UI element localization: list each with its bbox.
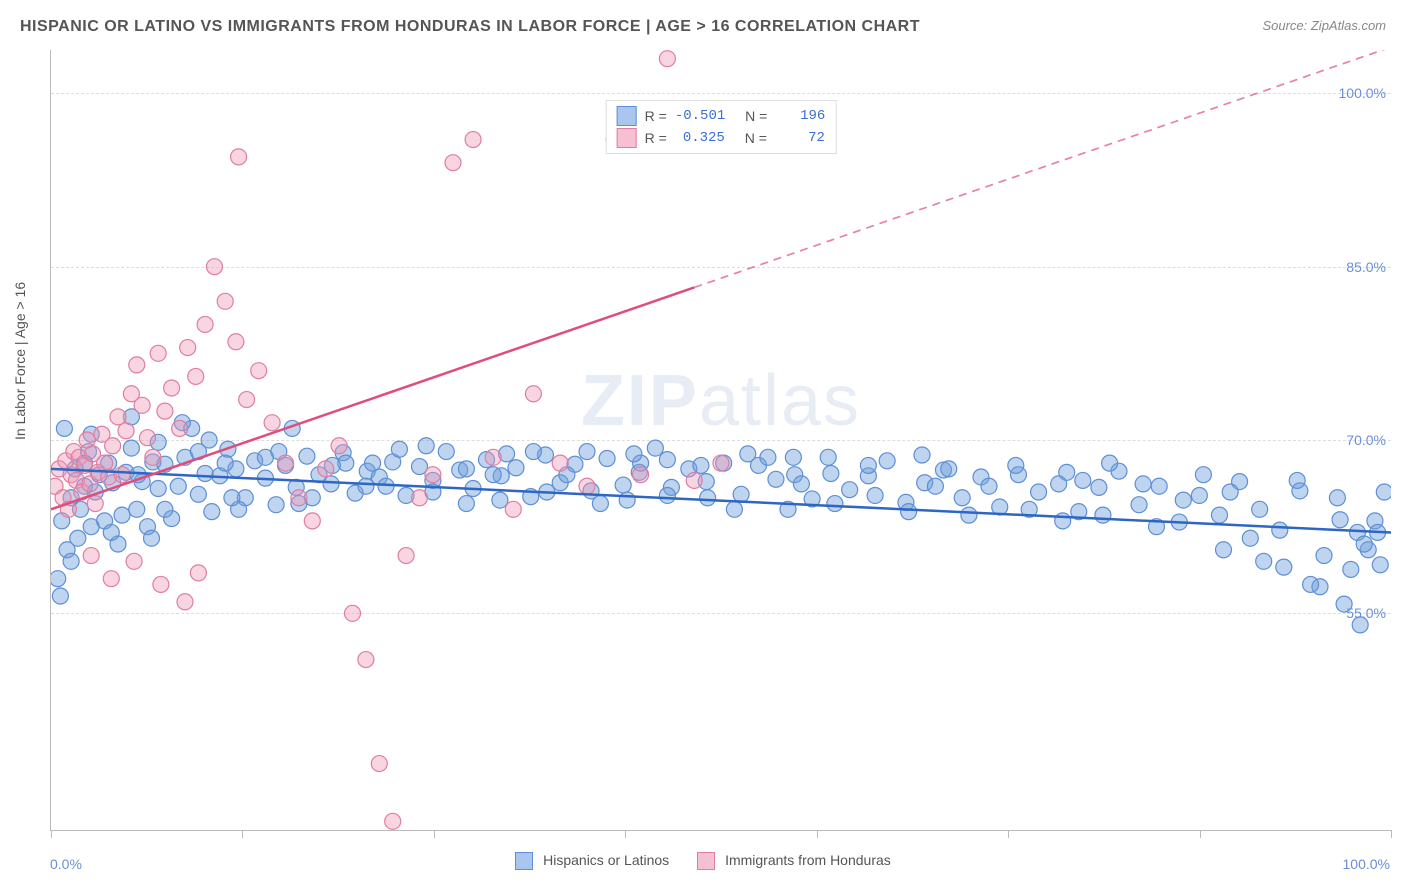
legend-item-blue: Hispanics or Latinos (515, 852, 669, 884)
swatch-blue (617, 106, 637, 126)
series-legend: Hispanics or Latinos Immigrants from Hon… (0, 852, 1406, 884)
swatch-pink (697, 852, 715, 870)
swatch-pink (617, 128, 637, 148)
source-attribution: Source: ZipAtlas.com (1262, 18, 1386, 33)
plot-area: ZIPatlas R = -0.501 N = 196 R = 0.325 N … (50, 50, 1391, 831)
chart-title: HISPANIC OR LATINO VS IMMIGRANTS FROM HO… (20, 18, 920, 36)
legend-item-pink: Immigrants from Honduras (697, 852, 891, 884)
n-label: N = (745, 105, 767, 127)
correlation-row-pink: R = 0.325 N = 72 (617, 127, 826, 149)
correlation-legend: R = -0.501 N = 196 R = 0.325 N = 72 (606, 100, 837, 154)
n-value: 72 (775, 127, 825, 149)
y-axis-label: In Labor Force | Age > 16 (12, 282, 28, 440)
legend-label: Hispanics or Latinos (543, 852, 669, 868)
n-label: N = (745, 127, 767, 149)
legend-label: Immigrants from Honduras (725, 852, 891, 868)
r-value: -0.501 (675, 105, 725, 127)
scatter-svg (51, 50, 1391, 830)
n-value: 196 (775, 105, 825, 127)
chart-container: HISPANIC OR LATINO VS IMMIGRANTS FROM HO… (0, 0, 1406, 892)
swatch-blue (515, 852, 533, 870)
r-label: R = (645, 127, 667, 149)
r-value: 0.325 (675, 127, 725, 149)
correlation-row-blue: R = -0.501 N = 196 (617, 105, 826, 127)
r-label: R = (645, 105, 667, 127)
